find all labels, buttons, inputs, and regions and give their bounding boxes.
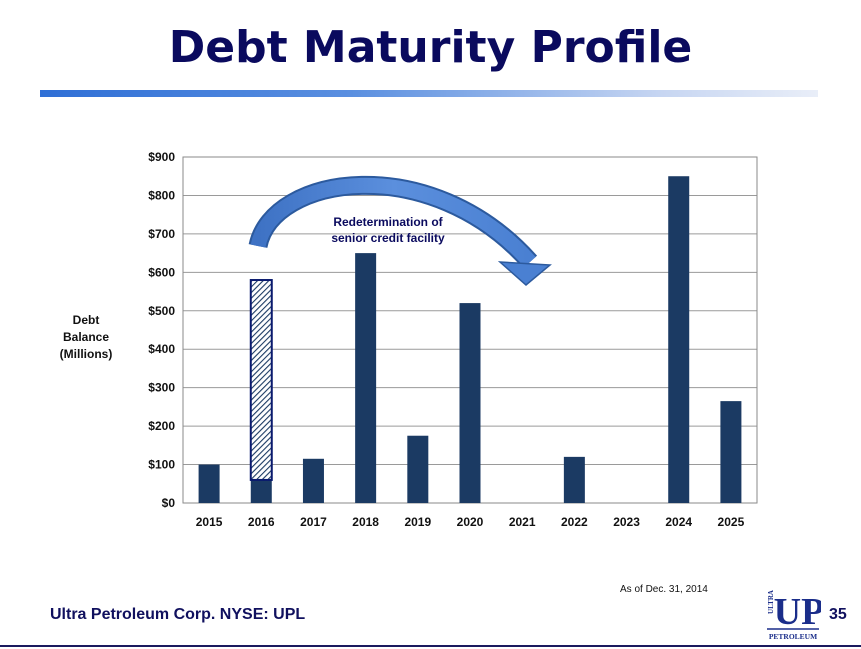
title-underline — [40, 90, 818, 97]
chart-bars — [198, 176, 742, 503]
y-tick-label: $500 — [148, 304, 175, 318]
x-tick-label: 2022 — [561, 515, 588, 529]
ultra-petroleum-logo: ULTRA UP PETROLEUM — [765, 572, 821, 644]
annotation-line: Redetermination of — [333, 215, 443, 229]
y-axis-label-line: (Millions) — [59, 347, 113, 361]
redetermination-arrow — [248, 175, 552, 286]
y-axis-ticks: $0 $100 $200 $300 $400 $500 $600 $700 $800 $900 — [148, 150, 175, 510]
bar-2019 — [407, 435, 429, 503]
x-tick-label: 2024 — [665, 515, 692, 529]
logo-bottom-text: PETROLEUM — [769, 632, 817, 641]
x-tick-label: 2016 — [248, 515, 275, 529]
y-tick-label: $0 — [162, 496, 176, 510]
y-tick-label: $700 — [148, 227, 175, 241]
bar-2018 — [355, 253, 377, 503]
y-axis-label: Debt Balance (Millions) — [48, 312, 124, 363]
logo-main-text: UP — [774, 591, 821, 633]
bar-2017 — [302, 458, 324, 503]
x-tick-label: 2015 — [196, 515, 223, 529]
x-tick-label: 2023 — [613, 515, 640, 529]
as-of-date: As of Dec. 31, 2014 — [620, 584, 708, 595]
x-tick-label: 2018 — [352, 515, 379, 529]
x-tick-label: 2019 — [404, 515, 431, 529]
x-tick-label: 2021 — [509, 515, 536, 529]
y-tick-label: $600 — [148, 265, 175, 279]
bar-2024 — [668, 176, 690, 503]
debt-maturity-chart: $0 $100 $200 $300 $400 $500 $600 $700 $800 $900 2… — [148, 150, 758, 529]
chart-gridlines — [182, 156, 758, 504]
x-tick-label: 2020 — [457, 515, 484, 529]
bar-2025 — [720, 401, 742, 503]
bar-2020 — [459, 303, 481, 503]
y-tick-label: $900 — [148, 150, 175, 164]
chart-annotation: Redetermination of senior credit facility — [331, 215, 445, 245]
logo-top-text: ULTRA — [767, 590, 775, 614]
y-tick-label: $100 — [148, 458, 175, 472]
annotation-line: senior credit facility — [331, 231, 445, 245]
x-tick-label: 2025 — [718, 515, 745, 529]
y-axis-label-line: Balance — [62, 330, 110, 344]
bar-2022 — [563, 456, 585, 503]
x-tick-label: 2017 — [300, 515, 327, 529]
y-tick-label: $400 — [148, 342, 175, 356]
y-tick-label: $200 — [148, 419, 175, 433]
page-title: Debt Maturity Profile — [168, 22, 693, 73]
bar-2016 — [250, 479, 272, 503]
y-tick-label: $300 — [148, 381, 175, 395]
page-number: 35 — [829, 606, 847, 623]
footer-company: Ultra Petroleum Corp. NYSE: UPL — [50, 606, 306, 623]
hatched-bar-2016 — [249, 279, 273, 481]
footer-rule — [0, 645, 861, 647]
bar-2015 — [198, 464, 220, 503]
y-tick-label: $800 — [148, 188, 175, 202]
x-axis-ticks: 2015 2016 2017 2018 2019 2020 2021 2022 2023 2024… — [196, 515, 745, 529]
y-axis-label-line: Debt — [72, 313, 100, 327]
